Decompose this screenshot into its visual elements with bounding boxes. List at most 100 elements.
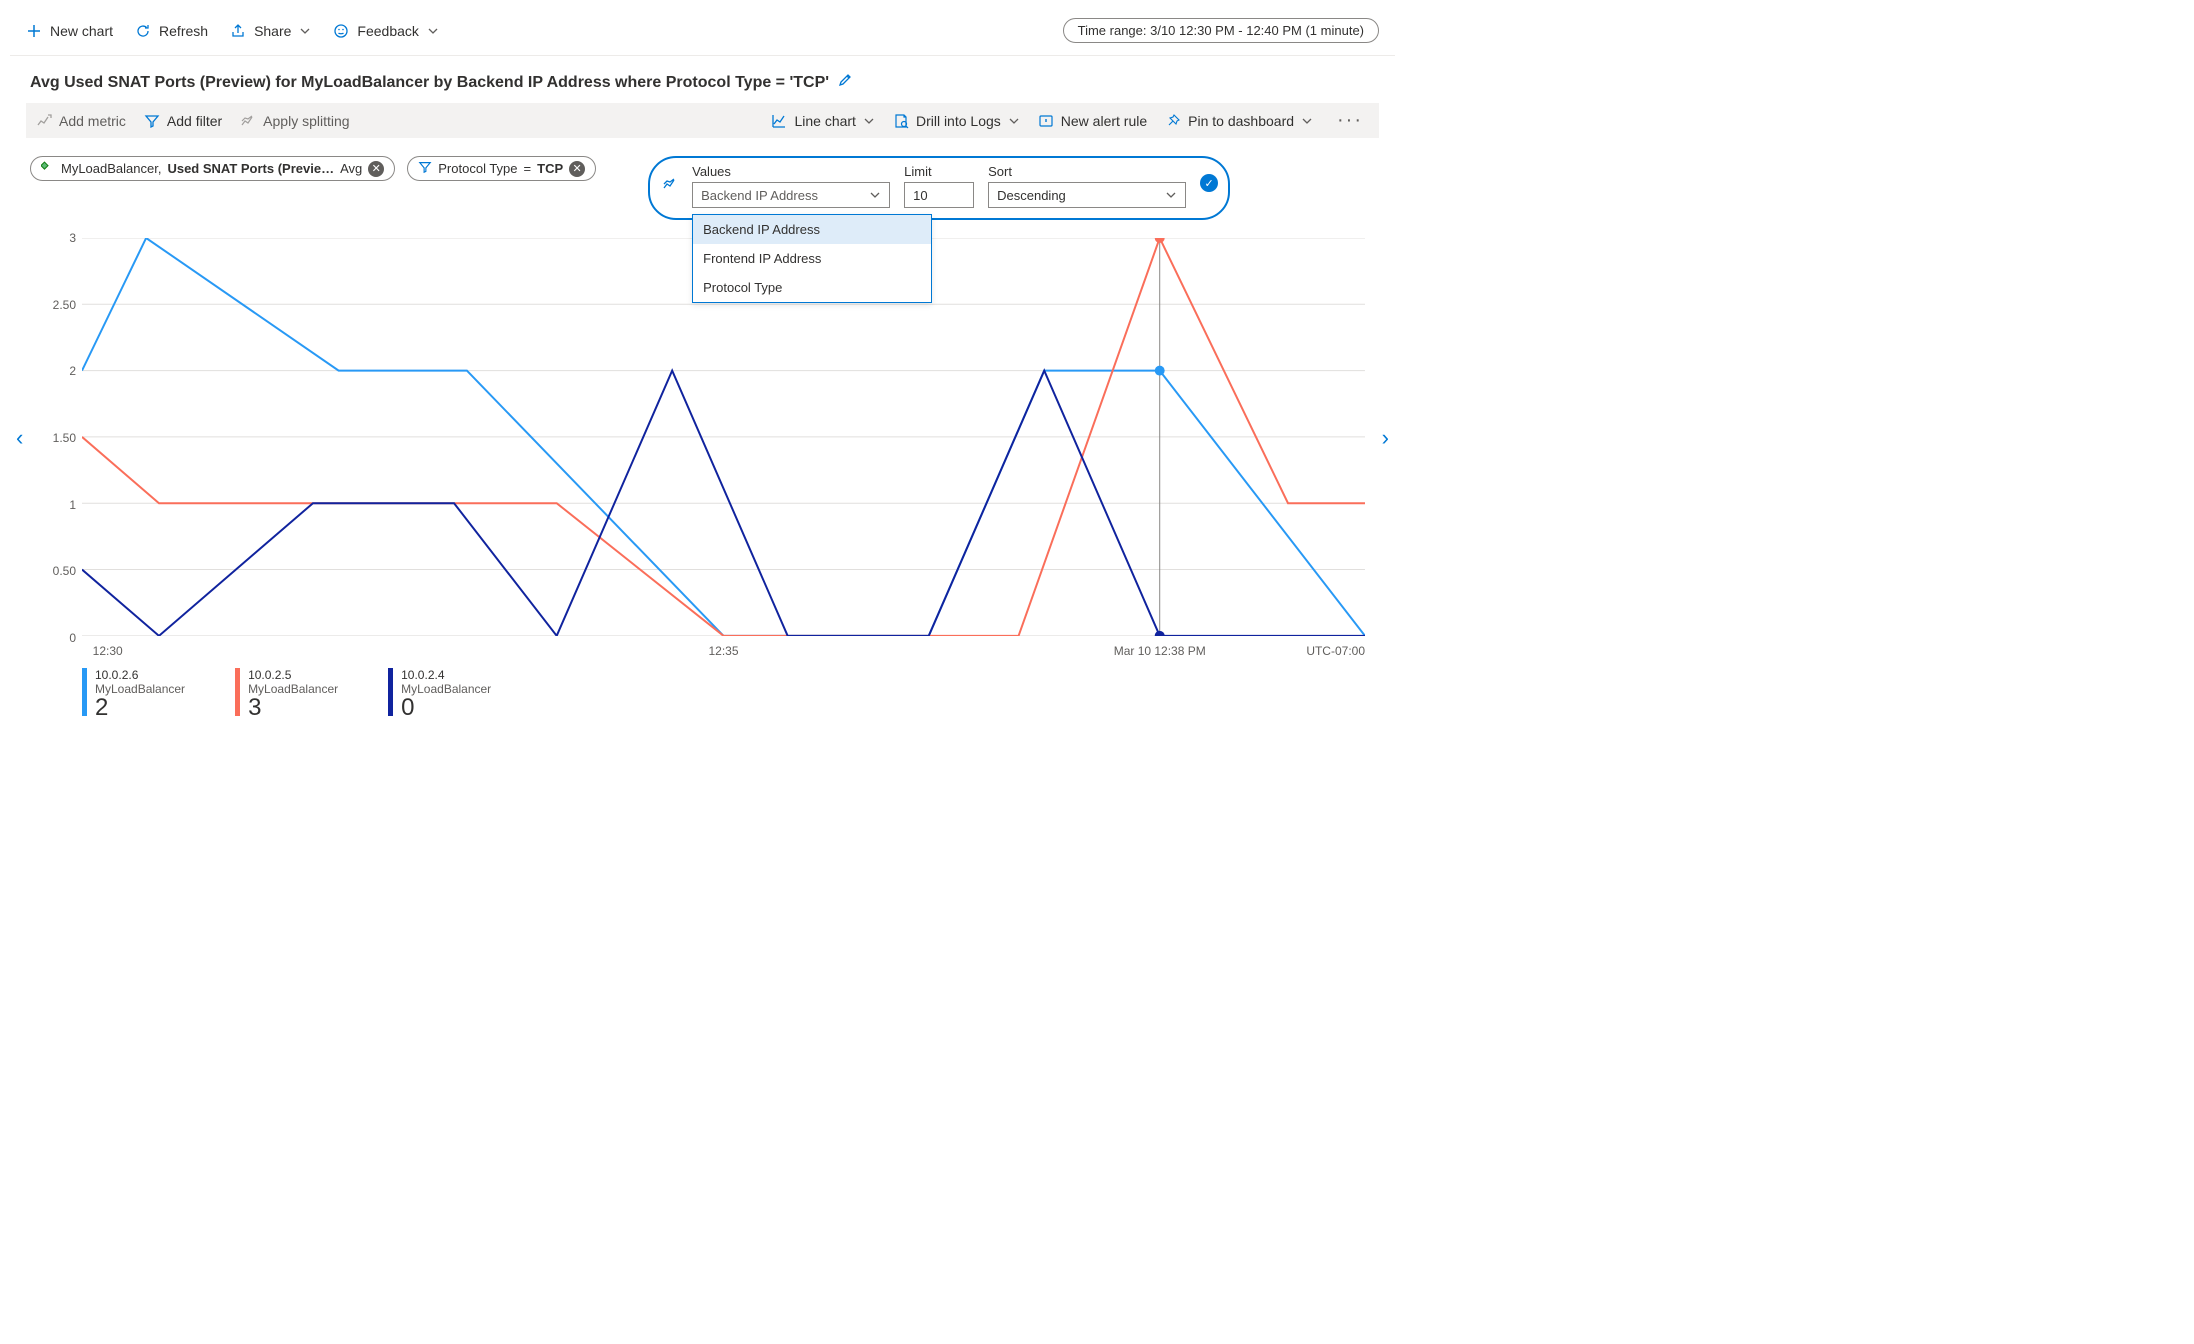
pin-icon [1165,113,1181,129]
legend-color-bar [388,668,393,716]
add-filter-button[interactable]: Add filter [144,113,222,129]
selectors-row: MyLoadBalancer, Used SNAT Ports (Previe…… [10,138,1395,228]
alert-icon [1038,113,1054,129]
values-option[interactable]: Frontend IP Address [693,244,931,273]
pin-dashboard-label: Pin to dashboard [1188,113,1294,129]
filter-icon [144,113,160,129]
x-tick-label: 12:30 [93,638,123,658]
filter-pill[interactable]: Protocol Type = TCP ✕ [407,156,596,181]
new-alert-button[interactable]: New alert rule [1038,113,1147,129]
limit-label: Limit [904,164,974,179]
resource-icon [41,160,55,177]
time-range-button[interactable]: Time range: 3/10 12:30 PM - 12:40 PM (1 … [1063,18,1379,43]
split-group: Values Backend IP Address Limit 10 Sort … [648,156,1230,220]
legend-color-bar [82,668,87,716]
timezone-label: UTC-07:00 [1306,638,1365,658]
remove-filter-button[interactable]: ✕ [569,161,585,177]
chart-type-label: Line chart [794,113,855,129]
plus-icon [26,23,42,39]
values-dropdown: Backend IP AddressFrontend IP AddressPro… [692,214,932,303]
legend-value: 3 [248,696,338,720]
limit-value: 10 [913,188,927,203]
legend-item[interactable]: 10.0.2.4 MyLoadBalancer 0 [388,668,491,720]
legend-resource: MyLoadBalancer [95,682,185,696]
drill-logs-label: Drill into Logs [916,113,1001,129]
sort-value: Descending [997,188,1066,203]
refresh-button[interactable]: Refresh [135,23,208,39]
metric-agg: Avg [340,161,362,176]
legend-value: 2 [95,696,185,720]
y-tick-label: 0.50 [53,564,76,578]
chart-title-row: Avg Used SNAT Ports (Preview) for MyLoad… [10,56,1395,103]
filter-dimension: Protocol Type [438,161,517,176]
legend-item[interactable]: 10.0.2.5 MyLoadBalancer 3 [235,668,338,720]
metric-pill[interactable]: MyLoadBalancer, Used SNAT Ports (Previe…… [30,156,395,181]
legend-item[interactable]: 10.0.2.6 MyLoadBalancer 2 [82,668,185,720]
time-range-text: Time range: 3/10 12:30 PM - 12:40 PM (1 … [1078,23,1364,38]
y-tick-label: 3 [69,231,76,245]
feedback-label: Feedback [357,23,418,39]
y-tick-label: 1.50 [53,431,76,445]
chart-type-button[interactable]: Line chart [771,113,874,129]
apply-splitting-button[interactable]: Apply splitting [240,113,349,129]
sort-label: Sort [988,164,1186,179]
share-icon [230,23,246,39]
refresh-label: Refresh [159,23,208,39]
values-select[interactable]: Backend IP Address [692,182,890,208]
y-tick-label: 2 [69,364,76,378]
chart-title: Avg Used SNAT Ports (Preview) for MyLoad… [30,74,829,92]
filter-icon [418,160,432,177]
legend-ip: 10.0.2.6 [95,668,185,682]
chevron-down-icon [427,25,439,37]
legend-value: 0 [401,696,491,720]
y-tick-label: 0 [69,631,76,645]
new-chart-label: New chart [50,23,113,39]
chevron-down-icon [869,189,881,201]
share-button[interactable]: Share [230,23,311,39]
chevron-down-icon [863,115,875,127]
legend-color-bar [235,668,240,716]
chevron-down-icon [1301,115,1313,127]
legend-resource: MyLoadBalancer [401,682,491,696]
add-metric-label: Add metric [59,113,126,129]
values-selected: Backend IP Address [701,188,818,203]
filter-value: TCP [537,161,563,176]
split-icon [240,113,256,129]
share-label: Share [254,23,291,39]
values-option[interactable]: Protocol Type [693,273,931,302]
feedback-button[interactable]: Feedback [333,23,438,39]
new-chart-button[interactable]: New chart [26,23,113,39]
add-metric-button[interactable]: Add metric [36,113,126,129]
metric-name: Used SNAT Ports (Previe… [167,161,334,176]
top-toolbar: New chart Refresh Share Feedback Time ra… [10,10,1395,56]
drill-logs-button[interactable]: Drill into Logs [893,113,1020,129]
more-button[interactable]: ··· [1331,109,1369,132]
metric-icon [36,113,52,129]
chevron-down-icon [1008,115,1020,127]
scroll-right-button[interactable]: › [1382,425,1389,451]
sort-select[interactable]: Descending [988,182,1186,208]
legend-resource: MyLoadBalancer [248,682,338,696]
x-tick-label: 12:35 [708,638,738,658]
remove-metric-button[interactable]: ✕ [368,161,384,177]
values-option[interactable]: Backend IP Address [693,215,931,244]
pin-dashboard-button[interactable]: Pin to dashboard [1165,113,1313,129]
chart-toolbar: Add metric Add filter Apply splitting Li… [26,103,1379,138]
filter-op: = [524,161,532,176]
split-icon [662,176,678,195]
limit-input[interactable]: 10 [904,182,974,208]
hover-time-label: Mar 10 12:38 PM [1114,638,1206,658]
scroll-left-button[interactable]: ‹ [16,425,23,451]
y-tick-label: 2.50 [53,298,76,312]
edit-icon[interactable] [837,72,853,93]
values-label: Values [692,164,890,179]
apply-splitting-label: Apply splitting [263,113,349,129]
refresh-icon [135,23,151,39]
line-chart-icon [771,113,787,129]
chevron-down-icon [1165,189,1177,201]
apply-split-button[interactable]: ✓ [1200,174,1218,192]
logs-icon [893,113,909,129]
metric-resource: MyLoadBalancer, [61,161,161,176]
new-alert-label: New alert rule [1061,113,1147,129]
add-filter-label: Add filter [167,113,222,129]
